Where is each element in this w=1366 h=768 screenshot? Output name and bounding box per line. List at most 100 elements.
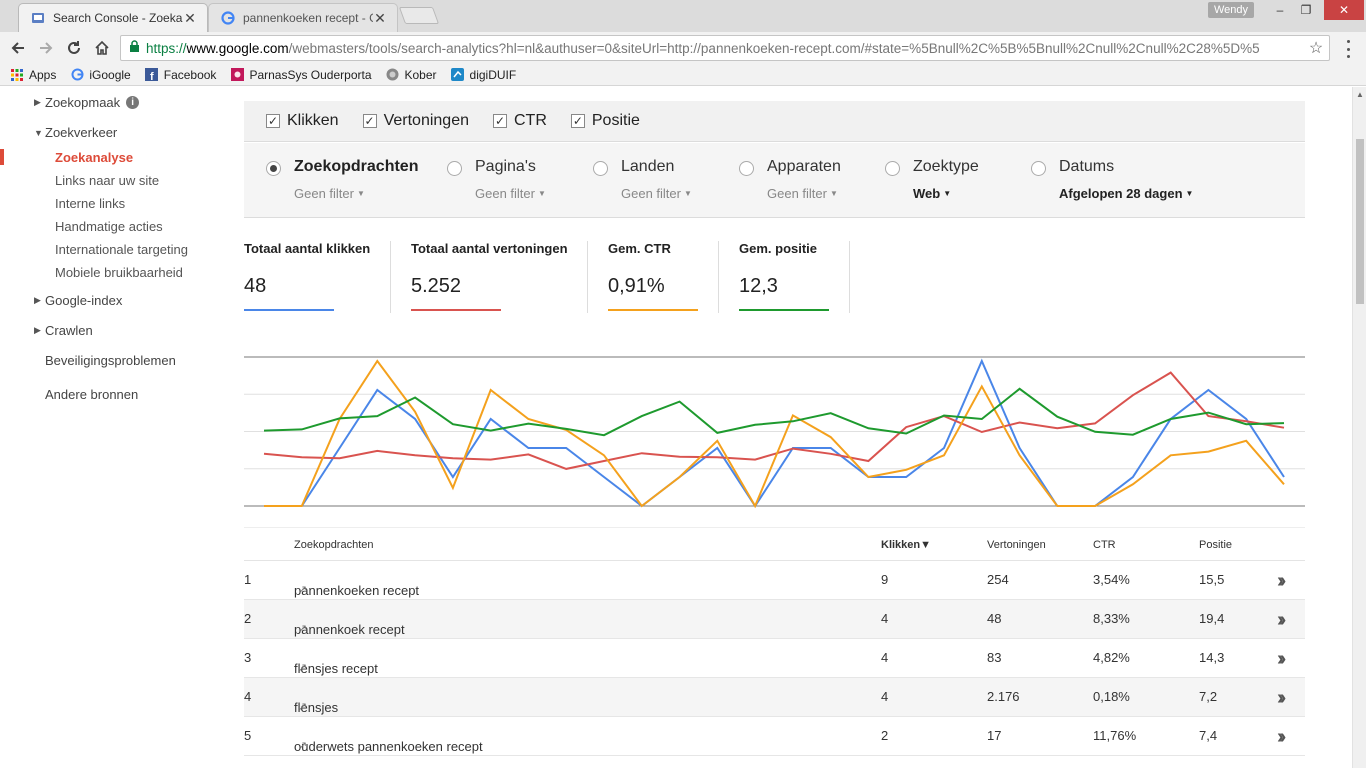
google-g-icon: [70, 68, 84, 82]
radio-selected[interactable]: [266, 161, 281, 176]
sidebar-item-mobiele-bruikbaarheid[interactable]: Mobiele bruikbaarheid: [55, 265, 183, 280]
tab-search-console[interactable]: Search Console - Zoekan ✕: [18, 3, 208, 32]
bookmark-kober[interactable]: Kober: [386, 68, 437, 82]
filter-value: Afgelopen 28 dagen: [1059, 186, 1183, 201]
table-row[interactable]: 4 flensjes ↗ 4 2.176 0,18% 7,2 ››: [244, 678, 1305, 717]
bookmark-parnassys[interactable]: ParnasSys Ouderporta: [230, 68, 372, 82]
filter-dropdown[interactable]: Afgelopen 28 dagen ▼: [1059, 186, 1193, 201]
column-header-ctr[interactable]: CTR: [1093, 539, 1116, 551]
dropdown-arrow-icon: ▼: [829, 189, 838, 198]
external-link-icon[interactable]: ↗: [298, 662, 308, 674]
bookmark-apps[interactable]: Apps: [10, 68, 56, 82]
row-details-chevron-icon[interactable]: ››: [1277, 609, 1287, 631]
sidebar-item-internationale-targeting[interactable]: Internationale targeting: [55, 242, 188, 257]
table-row[interactable]: 5 ouderwets pannenkoeken recept ↗ 2 17 11,76%…: [244, 717, 1305, 756]
table-row[interactable]: 2 pannenkoek recept ↗ 4 48 8,33% 19,4 ››: [244, 600, 1305, 639]
forward-arrow-icon[interactable]: [34, 36, 58, 60]
row-number: 2: [244, 611, 252, 626]
total-label: Gem. positie: [739, 241, 818, 256]
sidebar-item-andere-bronnen[interactable]: Andere bronnen: [45, 387, 139, 402]
close-tab-icon[interactable]: ✕: [374, 9, 386, 26]
sidebar-item-beveiligingsproblemen[interactable]: Beveiligingsproblemen: [45, 353, 176, 368]
filter-dropdown[interactable]: Geen filter ▼: [475, 186, 546, 201]
total-value: 5.252: [411, 275, 462, 297]
checkmark-icon: ✓: [570, 114, 585, 128]
checkbox-vertoningen[interactable]: ✓ Vertoningen: [362, 112, 469, 130]
bookmark-digiduif[interactable]: digiDUIF: [451, 68, 516, 82]
checkbox-positie[interactable]: ✓ Positie: [570, 112, 640, 130]
bookmark-igoogle[interactable]: iGoogle: [70, 68, 131, 82]
browser-menu-icon[interactable]: [1340, 40, 1356, 58]
external-link-icon[interactable]: ↗: [298, 584, 308, 596]
row-details-chevron-icon[interactable]: ››: [1277, 726, 1287, 748]
sidebar-item-links-naar-uw-site[interactable]: Links naar uw site: [55, 173, 160, 188]
filter-dropdown[interactable]: Geen filter ▼: [294, 186, 365, 201]
sidebar-item-interne-links[interactable]: Interne links: [55, 196, 126, 211]
search-console-page: ▶ Zoekopmaak i ▼ Zoekverkeer Zoekanalyse…: [0, 87, 1366, 768]
home-icon[interactable]: [90, 36, 114, 60]
page-scrollbar[interactable]: ▲: [1352, 87, 1366, 768]
filter-dropdown[interactable]: Web ▼: [913, 186, 951, 201]
table-row[interactable]: 1 pannenkoeken recept ↗ 9 254 3,54% 15,5 ››: [244, 561, 1305, 600]
sidebar-item-zoekverkeer[interactable]: ▼ Zoekverkeer: [34, 125, 117, 140]
total-ctr[interactable]: Gem. CTR 0,91%: [608, 241, 698, 313]
row-details-chevron-icon[interactable]: ››: [1277, 648, 1287, 670]
column-header-vertoningen[interactable]: Vertoningen: [987, 539, 1046, 551]
new-tab-button[interactable]: [398, 7, 440, 24]
sidebar-item-zoekanalyse[interactable]: Zoekanalyse: [55, 150, 134, 165]
minimize-icon[interactable]: –: [1276, 3, 1284, 17]
back-arrow-icon[interactable]: [6, 36, 30, 60]
filter-dropdown[interactable]: Geen filter ▼: [767, 186, 838, 201]
external-link-icon[interactable]: ↗: [298, 701, 308, 713]
dropdown-arrow-icon: ▼: [683, 189, 692, 198]
info-icon[interactable]: i: [126, 96, 140, 109]
chart-series-line-3[interactable]: [264, 359, 1285, 509]
close-window-icon[interactable]: ✕: [1324, 0, 1364, 20]
radio-unselected[interactable]: [1031, 161, 1046, 176]
series-color-line: [411, 309, 501, 311]
trend-line-chart[interactable]: [244, 349, 1305, 509]
column-header-zoekopdrachten[interactable]: Zoekopdrachten: [294, 539, 374, 551]
close-tab-icon[interactable]: ✕: [184, 9, 196, 26]
radio-unselected[interactable]: [885, 161, 900, 176]
checkbox-klikken[interactable]: ✓ Klikken: [266, 112, 339, 130]
sidebar-item-zoekopmaak[interactable]: ▶ Zoekopmaak i: [34, 95, 140, 110]
address-bar[interactable]: https://www.google.com/webmasters/tools/…: [120, 35, 1330, 61]
restore-icon[interactable]: ❐: [1300, 3, 1312, 17]
scrollbar-thumb[interactable]: [1356, 139, 1364, 304]
row-details-chevron-icon[interactable]: ››: [1277, 570, 1287, 592]
chart-series-line-2[interactable]: [263, 371, 1285, 470]
checkbox-label: Positie: [591, 112, 640, 129]
position-cell: 7,2: [1199, 689, 1218, 704]
tab-google-search[interactable]: pannenkoeken recept - G ✕: [208, 3, 398, 32]
sidebar-item-google-index[interactable]: ▶ Google-index: [34, 293, 122, 308]
chart-series-line-4[interactable]: [263, 387, 1285, 437]
column-header-positie[interactable]: Positie: [1199, 539, 1233, 551]
bookmark-facebook[interactable]: f Facebook: [145, 68, 216, 82]
bookmark-star-icon[interactable]: ☆: [1308, 40, 1324, 57]
checkbox-ctr[interactable]: ✓ CTR: [492, 112, 547, 130]
query-text: ouderwets pannenkoeken recept: [294, 739, 483, 754]
total-vertoningen[interactable]: Totaal aantal vertoningen 5.252: [411, 241, 568, 313]
sidebar-item-handmatige-acties[interactable]: Handmatige acties: [55, 219, 163, 234]
sidebar-item-crawlen[interactable]: ▶ Crawlen: [34, 323, 93, 338]
reload-icon[interactable]: [62, 36, 86, 60]
radio-unselected[interactable]: [739, 161, 754, 176]
bookmark-label: Apps: [29, 67, 57, 82]
sidebar-item-label: Google-index: [45, 293, 123, 308]
total-positie[interactable]: Gem. positie 12,3: [739, 241, 829, 313]
row-details-chevron-icon[interactable]: ››: [1277, 687, 1287, 709]
scroll-up-arrow-icon[interactable]: ▲: [1356, 90, 1364, 99]
total-klikken[interactable]: Totaal aantal klikken 48: [244, 241, 370, 313]
dimension-label: Zoekopdrachten: [294, 158, 419, 175]
series-color-line: [608, 309, 698, 311]
sidebar-nav: ▶ Zoekopmaak i ▼ Zoekverkeer Zoekanalyse…: [0, 87, 230, 768]
filter-dropdown[interactable]: Geen filter ▼: [621, 186, 692, 201]
table-row[interactable]: 3 flensjes recept ↗ 4 83 4,82% 14,3 ››: [244, 639, 1305, 678]
external-link-icon[interactable]: ↗: [298, 623, 308, 635]
external-link-icon[interactable]: ↗: [298, 740, 308, 752]
radio-unselected[interactable]: [593, 161, 608, 176]
radio-unselected[interactable]: [447, 161, 462, 176]
column-header-klikken[interactable]: Klikken▼: [881, 539, 932, 551]
profile-user-chip[interactable]: Wendy: [1208, 2, 1254, 18]
